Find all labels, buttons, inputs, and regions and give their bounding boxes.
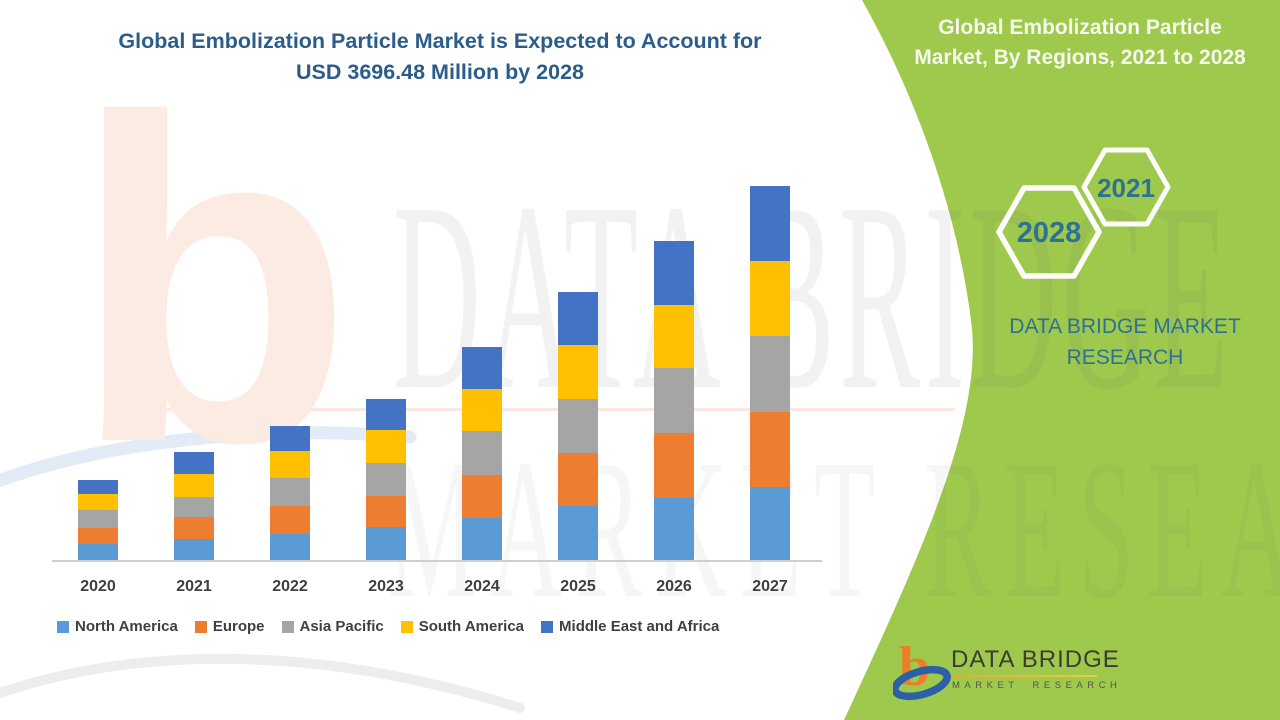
watermark-peach-line — [150, 408, 955, 411]
legend-item: South America — [400, 618, 525, 635]
watermark-blue-swoosh — [0, 426, 417, 488]
legend-label: South America — [418, 618, 525, 635]
x-axis-line — [52, 560, 822, 562]
legend-swatch — [281, 620, 294, 633]
bar-segment-south-america — [366, 430, 406, 463]
legend-item: Middle East and Africa — [541, 618, 719, 635]
bar-segment-asia-pacific — [270, 478, 310, 506]
bar-segment-south-america — [174, 474, 214, 497]
bar-segment-asia-pacific — [462, 431, 502, 475]
bar-segment-north-america — [78, 544, 118, 560]
legend-item: Asia Pacific — [281, 618, 384, 635]
side-panel-title: Global Embolization Particle Market, By … — [890, 13, 1270, 73]
bar-segment-europe — [558, 453, 598, 506]
bar-segment-south-america — [654, 305, 694, 368]
watermark-gray-swoosh — [0, 653, 525, 713]
bar-segment-middle-east-and-africa — [78, 480, 118, 494]
bar-segment-middle-east-and-africa — [654, 241, 694, 305]
legend-swatch — [57, 620, 69, 633]
bar-segment-south-america — [270, 451, 310, 478]
x-axis-label: 2026 — [656, 578, 692, 595]
bar-segment-north-america — [750, 487, 790, 560]
bar-segment-south-america — [750, 261, 790, 336]
page-title-line2: USD 3696.48 Million by 2028 — [296, 60, 584, 84]
legend-label: Middle East and Africa — [559, 618, 720, 635]
green-panel-shape — [844, 0, 1280, 720]
brand-text: DATA BRIDGE MARKET RESEARCH — [995, 311, 1255, 373]
bar-segment-middle-east-and-africa — [462, 347, 502, 389]
bar-segment-asia-pacific — [750, 336, 790, 412]
page-title-line1: Global Embolization Particle Market is E… — [118, 29, 762, 53]
bar-segment-middle-east-and-africa — [558, 292, 598, 345]
legend-label: Europe — [212, 618, 265, 635]
brand-text-line1: DATA BRIDGE MARKET — [1009, 315, 1241, 338]
bar-segment-south-america — [558, 345, 598, 399]
page-title: Global Embolization Particle Market is E… — [55, 26, 825, 88]
x-axis-label: 2020 — [80, 578, 116, 595]
databridge-logo-icon: b — [893, 637, 951, 701]
hexagon-2028-label: 2028 — [1016, 217, 1082, 249]
hexagon-graphics — [996, 147, 1171, 279]
bar-segment-north-america — [654, 498, 694, 560]
footer-logo-subtitle: MARKET RESEARCH — [952, 680, 1122, 691]
side-panel-title-line1: Global Embolization Particle — [938, 16, 1222, 39]
x-axis-label: 2024 — [464, 578, 500, 595]
legend-item: Europe — [194, 618, 265, 635]
bar-segment-europe — [270, 506, 310, 534]
legend-label: North America — [75, 618, 178, 635]
bar-segment-europe — [78, 528, 118, 544]
bar-segment-asia-pacific — [654, 368, 694, 433]
bar-segment-north-america — [462, 518, 502, 560]
x-axis-label: 2027 — [752, 578, 788, 595]
bar-segment-middle-east-and-africa — [270, 426, 310, 451]
chart-legend: North America Europe Asia Pacific South Ame… — [57, 618, 719, 635]
bar-segment-europe — [174, 517, 214, 539]
bar-segment-middle-east-and-africa — [750, 186, 790, 261]
x-axis-label: 2021 — [176, 578, 212, 595]
legend-label: Asia Pacific — [299, 618, 384, 635]
brand-text-line2: RESEARCH — [1066, 346, 1184, 369]
x-axis-label: 2022 — [272, 578, 308, 595]
logo-swoosh — [893, 665, 951, 701]
bar-segment-middle-east-and-africa — [174, 452, 214, 474]
hexagon-2021-label: 2021 — [1097, 173, 1155, 203]
side-panel-title-line2: Market, By Regions, 2021 to 2028 — [914, 46, 1246, 69]
legend-swatch — [541, 620, 554, 633]
bar-segment-north-america — [270, 534, 310, 560]
x-axis-label: 2023 — [368, 578, 404, 595]
bar-segment-asia-pacific — [78, 510, 118, 528]
chart-area: 2020 2021 2022 2023 2024 2025 2026 2027 — [52, 186, 822, 595]
bar-segment-south-america — [78, 494, 118, 510]
bar-segment-europe — [462, 475, 502, 518]
bar-segment-asia-pacific — [366, 463, 406, 496]
bar-segment-asia-pacific — [174, 497, 214, 517]
bar-segment-asia-pacific — [558, 399, 598, 453]
bar-segment-north-america — [366, 527, 406, 560]
footer-logo-brand: DATA BRIDGE — [951, 646, 1120, 673]
bar-segment-south-america — [462, 389, 502, 431]
bar-segment-north-america — [558, 506, 598, 560]
footer-logo-underline — [951, 675, 1097, 677]
hexagon-2021-outline — [1081, 147, 1171, 227]
x-axis-label: 2025 — [560, 578, 596, 595]
bar-segment-europe — [750, 412, 790, 487]
legend-swatch — [400, 620, 413, 633]
legend-item: North America — [57, 618, 178, 635]
bar-segment-north-america — [174, 539, 214, 560]
bar-segment-middle-east-and-africa — [366, 399, 406, 430]
bar-segment-europe — [366, 496, 406, 527]
legend-swatch — [194, 620, 207, 633]
bar-segment-europe — [654, 433, 694, 498]
hexagon-2028-outline — [996, 185, 1102, 279]
